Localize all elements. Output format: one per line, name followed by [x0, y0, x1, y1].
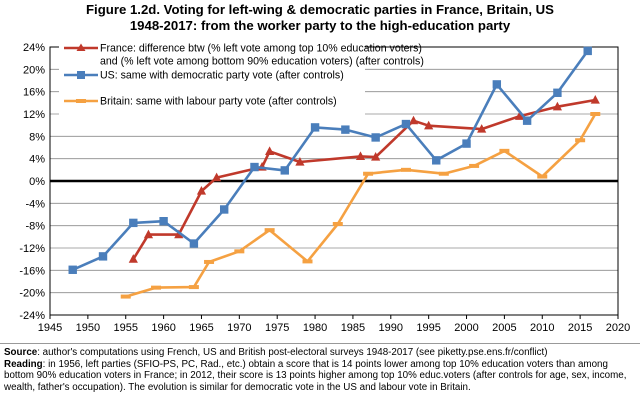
data-point-france: [514, 111, 525, 120]
x-tick-label: 1965: [189, 322, 213, 334]
y-tick-label: -24%: [19, 310, 45, 322]
data-point-us: [250, 162, 259, 172]
y-tick-label: 4%: [29, 154, 45, 166]
line-chart: -24% -20% -16% -12% -8% -4% 0% 4% 8% 12% 16% 20% 24%…: [19, 40, 630, 334]
legend-marker-us: [77, 71, 85, 79]
data-point-france: [212, 172, 222, 182]
y-tick-label: -8%: [25, 221, 45, 233]
axis-layer: -24% -20% -16% -12% -8% -4% 0% 4% 8% 12% 16% 20% 24%…: [19, 42, 630, 334]
data-point-france: [408, 115, 419, 125]
x-tick-label: 2010: [530, 322, 554, 334]
data-point-france: [552, 101, 563, 111]
y-tick-label: 20%: [23, 64, 45, 76]
data-point-us: [371, 133, 380, 142]
chart-title-line1: Figure 1.2d. Voting for left-wing & demo…: [86, 2, 554, 17]
series-line-britain: [125, 113, 597, 298]
data-point-us: [129, 218, 138, 228]
data-point-france: [477, 124, 487, 133]
x-tick-label: 1960: [151, 322, 175, 334]
x-tick-label: 2020: [606, 322, 630, 334]
legend-label-us: US: same with democratic party vote (aft…: [100, 70, 344, 82]
data-point-us: [98, 252, 108, 261]
series-line-france: [132, 98, 596, 260]
data-point-france: [196, 186, 207, 195]
x-tick-label: 1975: [265, 322, 289, 334]
caption-reading: Reading: in 1956, left parties (SFIO-PS,…: [4, 359, 636, 394]
x-tick-label: 2005: [492, 322, 516, 334]
data-point-france: [424, 120, 434, 130]
data-point-us: [189, 239, 199, 248]
series-line-us: [72, 50, 589, 271]
y-tick-label: 16%: [23, 87, 45, 99]
x-tick-label: 1950: [76, 322, 100, 334]
data-point-france: [265, 146, 275, 156]
data-point-us: [432, 156, 441, 165]
y-tick-label: 8%: [29, 131, 45, 143]
legend-box: [59, 40, 365, 117]
caption-source-label: Source: [4, 347, 38, 358]
x-tick-label: 1985: [341, 322, 365, 334]
data-point-us: [462, 139, 471, 148]
chart-title: Figure 1.2d. Voting for left-wing & demo…: [0, 2, 640, 34]
y-tick-label: -12%: [19, 243, 45, 255]
data-point-us: [401, 119, 411, 129]
legend-label-britain: Britain: same with labour party vote (af…: [100, 96, 337, 108]
data-point-us: [159, 217, 168, 226]
data-point-us: [219, 205, 229, 214]
legend: France: difference btw (% left vote amon…: [59, 40, 424, 117]
x-tick-label: 1945: [38, 322, 62, 334]
y-tick-label: 12%: [23, 109, 45, 121]
data-point-us: [492, 80, 502, 89]
y-tick-label: 0%: [29, 176, 45, 188]
data-point-france: [143, 229, 154, 239]
caption-reading-label: Reading: [4, 358, 43, 370]
legend-marker-france: [76, 43, 86, 51]
data-point-france: [295, 157, 305, 166]
x-tick-label: 2015: [568, 322, 592, 334]
data-point-us: [583, 46, 592, 56]
y-tick-label: -16%: [19, 265, 45, 277]
y-tick-label: 24%: [23, 42, 45, 54]
x-tick-label: 1990: [379, 322, 403, 334]
legend-label-france-line2: and (% left vote among bottom 90% educat…: [100, 56, 424, 68]
caption-reading-text: : in 1956, left parties (SFIO-PS, PC, Ra…: [4, 358, 627, 393]
data-point-us: [553, 88, 562, 97]
data-point-us: [522, 116, 532, 125]
data-point-us: [280, 166, 289, 175]
chart-title-line2: 1948-2017: from the worker party to the …: [129, 18, 511, 33]
x-tick-label: 1980: [303, 322, 327, 334]
x-tick-label: 1995: [416, 322, 440, 334]
x-tick-label: 1970: [227, 322, 251, 334]
x-tick-label: 1955: [113, 322, 137, 334]
series-layer: [68, 46, 601, 299]
data-point-france: [590, 95, 600, 104]
data-point-us: [341, 125, 350, 134]
chart-caption: Source: author's computations using Fren…: [0, 343, 640, 400]
data-point-us: [310, 123, 320, 132]
y-tick-label: -20%: [19, 288, 45, 300]
data-point-us: [68, 265, 77, 274]
caption-source: Source: author's computations using Fren…: [4, 347, 636, 359]
y-tick-label: -4%: [25, 198, 45, 210]
x-tick-label: 2000: [454, 322, 478, 334]
data-point-france: [128, 254, 138, 263]
legend-label-france-line1: France: difference btw (% left vote amon…: [100, 43, 422, 55]
data-point-france: [355, 151, 366, 161]
data-point-france: [371, 151, 381, 161]
caption-source-text: : author's computations using French, US…: [37, 347, 548, 358]
